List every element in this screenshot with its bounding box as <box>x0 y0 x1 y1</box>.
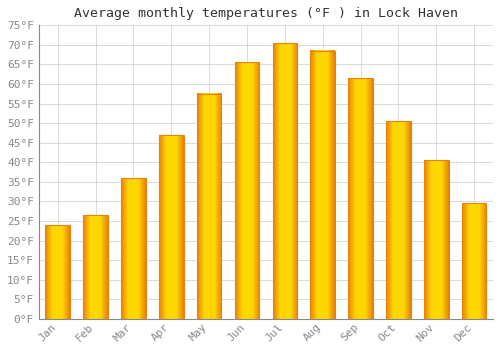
Bar <box>386 121 410 319</box>
Bar <box>234 62 260 319</box>
Title: Average monthly temperatures (°F ) in Lock Haven: Average monthly temperatures (°F ) in Lo… <box>74 7 458 20</box>
Bar <box>348 78 373 319</box>
Bar <box>121 178 146 319</box>
Bar <box>197 94 222 319</box>
Bar <box>121 178 146 319</box>
Bar <box>386 121 410 319</box>
Bar <box>462 203 486 319</box>
Bar <box>46 225 70 319</box>
Bar <box>234 62 260 319</box>
Bar <box>159 135 184 319</box>
Bar <box>84 215 108 319</box>
Bar <box>46 225 70 319</box>
Bar <box>462 203 486 319</box>
Bar <box>310 51 335 319</box>
Bar <box>424 160 448 319</box>
Bar <box>348 78 373 319</box>
Bar <box>197 94 222 319</box>
Bar <box>272 43 297 319</box>
Bar <box>272 43 297 319</box>
Bar <box>84 215 108 319</box>
Bar <box>424 160 448 319</box>
Bar <box>310 51 335 319</box>
Bar <box>159 135 184 319</box>
